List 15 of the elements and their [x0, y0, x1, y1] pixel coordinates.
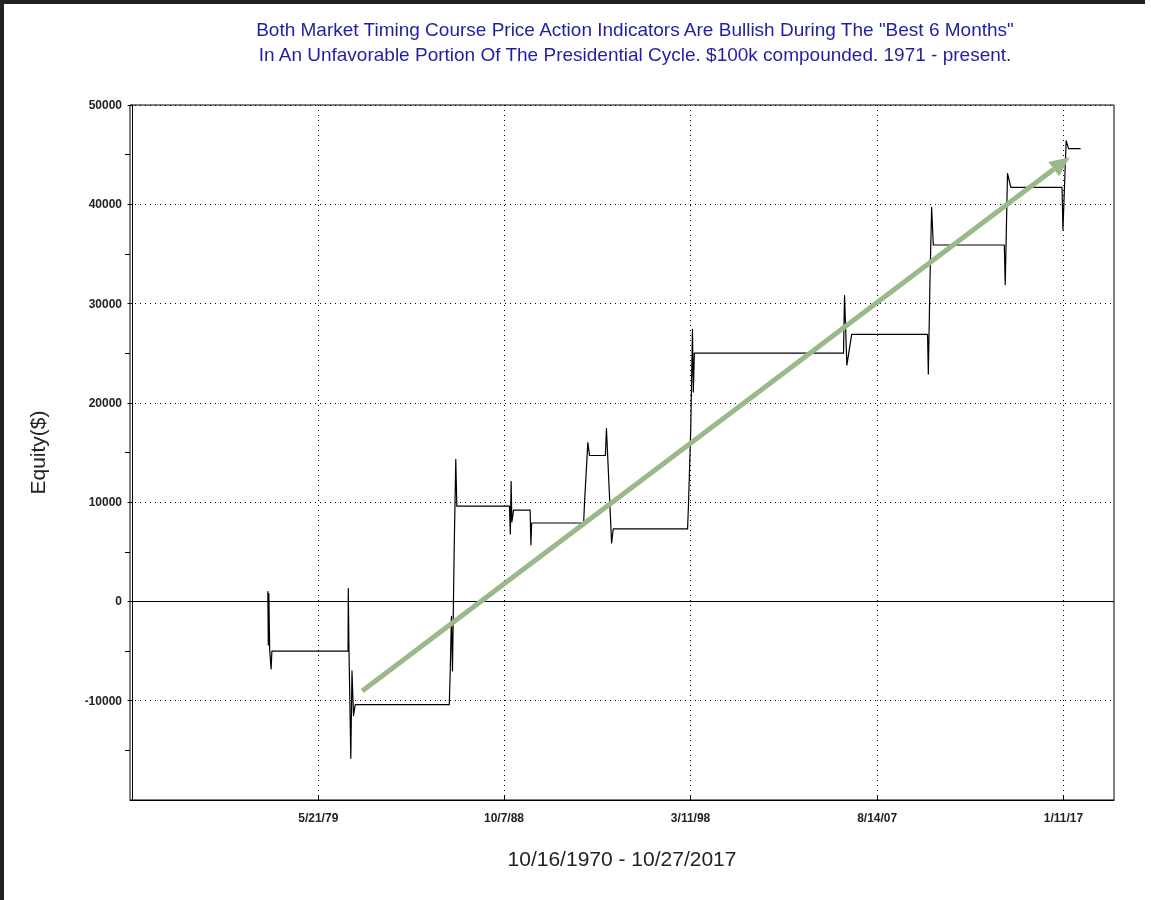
y-tick-label: 0 [115, 594, 123, 609]
y-tick-label: 30000 [88, 296, 123, 311]
y-axis-title: Equity($) [26, 410, 49, 495]
x-tick-label: 5/21/79 [298, 811, 339, 825]
x-tick-label: 8/14/07 [857, 811, 898, 825]
y-tick-label: 40000 [88, 197, 123, 212]
y-tick-label: 20000 [88, 395, 123, 410]
y-tick-label: -10000 [84, 693, 123, 708]
chart-title: Both Market Timing Course Price Action Indicators Are Bullish During The "Best 6 Months" In An Unfavorable Portion Of The Presidential Cycle. $100k compounded. 1971 - present. [256, 19, 1014, 65]
x-tick-label: 1/11/17 [1043, 811, 1084, 825]
x-tick-label: 3/11/98 [670, 811, 711, 825]
y-tick-label: 50000 [88, 98, 123, 112]
x-tick-label: 10/7/88 [483, 811, 525, 825]
x-axis-title: 10/16/1970 - 10/27/2017 [507, 847, 737, 870]
y-tick-label: 10000 [88, 495, 123, 510]
